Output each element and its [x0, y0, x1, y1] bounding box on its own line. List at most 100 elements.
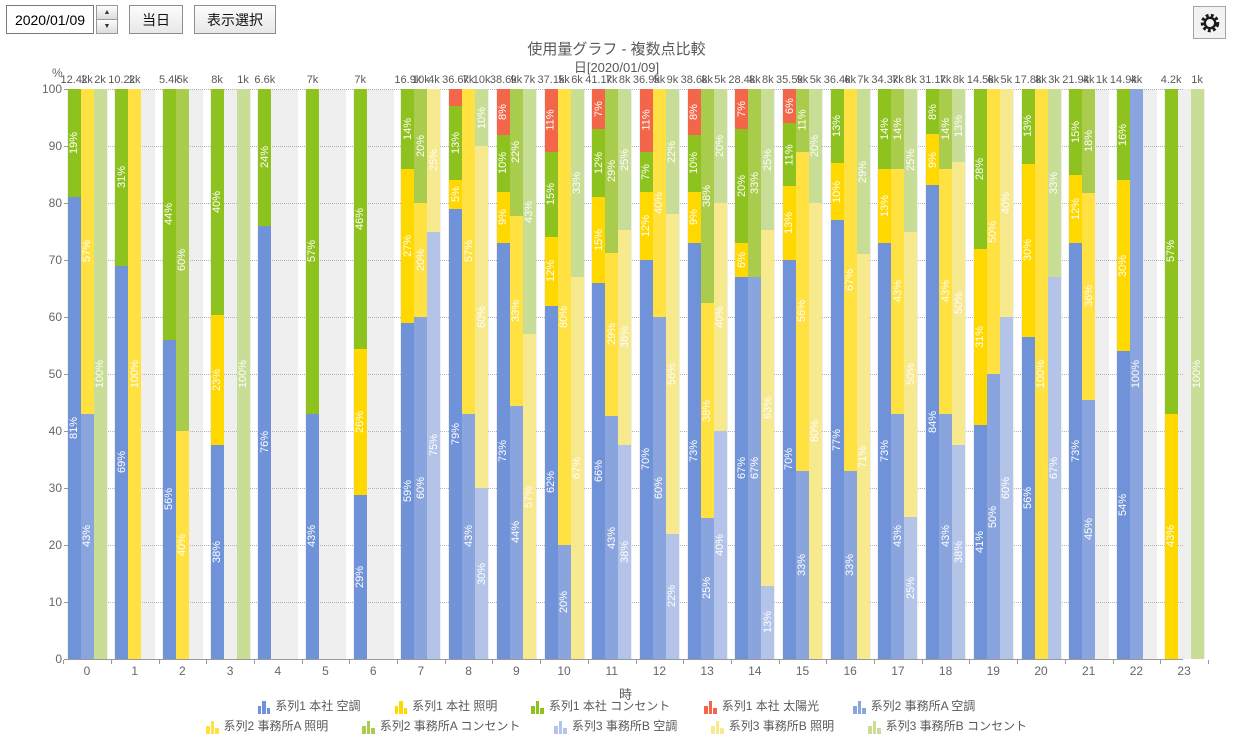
bar-segment-outlet: 40%	[210, 89, 224, 315]
y-tick-mark	[64, 659, 68, 660]
bar-segment-light: 12%	[639, 191, 653, 260]
bar-segment-outlet: 100%	[1190, 89, 1204, 659]
segment-percent-label: 14%	[939, 117, 952, 140]
stacked-bar: 40% 60%	[652, 89, 666, 659]
segment-percent-label: 67%	[735, 457, 748, 480]
stacked-bar: 8% 9% 84%	[926, 89, 940, 659]
bar-chart-icon	[711, 721, 724, 734]
stacked-bar: 57% 43%	[306, 89, 319, 659]
x-tick-label: 7	[417, 664, 425, 678]
bar-total-label: 7k	[857, 74, 869, 86]
x-tick-mark	[778, 660, 780, 664]
display-select-button[interactable]: 表示選択	[194, 5, 276, 34]
legend-item: 系列1 本社 空調	[257, 697, 361, 714]
y-tick-label: 80	[48, 196, 62, 210]
bar-segment-solar: 7%	[592, 89, 606, 129]
segment-percent-label: 20%	[558, 590, 570, 614]
stacked-bar: 13% 50% 38%	[952, 89, 966, 659]
segment-percent-label: 79%	[449, 422, 462, 445]
bar-chart-icon	[394, 701, 408, 714]
segment-percent-label: 57%	[462, 240, 475, 263]
gear-icon	[1199, 12, 1221, 34]
bar-segment-air: 38%	[952, 444, 966, 659]
segment-percent-label: 36%	[1082, 285, 1095, 308]
bar-segment-outlet: 13%	[830, 89, 844, 164]
date-spin-down-button[interactable]: ▼	[96, 20, 118, 34]
date-spin-up-button[interactable]: ▲	[96, 5, 118, 20]
stacked-bar: 11% 15% 12% 62%	[544, 89, 558, 659]
segment-percent-label: 22%	[666, 140, 679, 163]
segment-percent-label: 38%	[701, 399, 714, 422]
stacked-bar: 11% 7% 12% 70%	[639, 89, 653, 659]
bar-segment-outlet: 57%	[1164, 89, 1178, 414]
x-tick-label: 8	[465, 664, 472, 678]
segment-percent-label: 73%	[688, 439, 701, 462]
bar-segment-light: 57%	[462, 89, 476, 414]
segment-percent-label: 73%	[878, 439, 891, 462]
bar-total-label: 10.2k	[108, 74, 136, 86]
segment-percent-label: 20%	[414, 248, 427, 272]
segment-percent-label: 30%	[1022, 239, 1034, 262]
x-tick-label: 18	[938, 664, 953, 678]
y-tick-mark	[64, 602, 68, 603]
bar-segment-outlet: 14%	[401, 89, 415, 169]
bar-segment-air: 56%	[1021, 336, 1035, 659]
segment-percent-label: 25%	[904, 149, 917, 172]
bar-segment-light: 30%	[1021, 163, 1035, 337]
bar-total-label: 41.1k	[585, 74, 613, 86]
y-tick-mark	[64, 146, 68, 147]
segment-percent-label: 56%	[1022, 486, 1034, 509]
bar-segment-air: 73%	[496, 242, 510, 659]
segment-percent-label: 8%	[688, 103, 701, 120]
stacked-bar: 15% 12% 73%	[1069, 89, 1083, 659]
x-tick-label: 15	[795, 664, 810, 678]
x-tick-mark	[110, 660, 112, 664]
bar-total-label: 8k	[905, 74, 917, 86]
bar-segment-air: 67%	[748, 277, 762, 659]
bar-total-label: 6k	[571, 74, 583, 86]
segment-percent-label: 40%	[714, 533, 727, 557]
legend-item: 系列3 事務所B 照明	[711, 717, 834, 734]
bar-total-label: 3k	[1048, 74, 1060, 86]
segment-percent-label: 57%	[523, 485, 536, 508]
today-button[interactable]: 当日	[129, 5, 183, 34]
bar-segment-air: 30%	[475, 488, 489, 659]
bar-segment-outlet: 13%	[1021, 89, 1035, 164]
segment-percent-label: 71%	[857, 445, 870, 468]
bar-segment-light: 20%	[414, 203, 428, 317]
settings-button[interactable]	[1193, 6, 1226, 39]
segment-percent-label: 50%	[904, 362, 917, 386]
y-tick-mark	[64, 488, 68, 489]
bar-segment-outlet: 29%	[856, 89, 870, 255]
bar-segment-outlet: 38%	[700, 89, 714, 304]
y-tick-label: 0	[55, 652, 62, 666]
bar-segment-light: 40%	[175, 431, 189, 659]
bar-total-label: 34.3k	[871, 74, 899, 86]
bar-segment-light: 71%	[856, 254, 870, 659]
bar-chart-icon	[853, 701, 866, 714]
bar-segment-air: 60%	[414, 317, 428, 659]
bar-segment-air: 45%	[1082, 399, 1096, 659]
bar-total-label: 10k	[412, 74, 430, 86]
bar-segment-air: 66%	[592, 282, 606, 659]
bar-segment-light: 38%	[618, 230, 632, 445]
bar-segment-light: 40%	[652, 89, 666, 317]
x-tick-label: 6	[369, 664, 377, 678]
stacked-bar: 100%	[93, 89, 107, 659]
bar-segment-air: 43%	[939, 413, 953, 659]
segment-percent-label: 22%	[666, 585, 679, 608]
x-tick-label: 1	[131, 664, 139, 678]
segment-percent-label: 76%	[258, 431, 271, 454]
bar-segment-outlet: 22%	[509, 89, 523, 216]
bar-segment-light: 57%	[80, 89, 94, 414]
segment-percent-label: 15%	[1069, 120, 1082, 143]
stacked-bar: 24% 76%	[258, 89, 272, 659]
segment-percent-label: 41%	[974, 531, 987, 554]
bar-segment-light: 12%	[1069, 174, 1083, 243]
stacked-bar: 44% 56%	[162, 89, 176, 659]
segment-percent-label: 56%	[796, 300, 809, 323]
segment-percent-label: 60%	[653, 476, 666, 500]
date-input[interactable]	[6, 5, 94, 34]
stacked-bar: 14% 13% 73%	[878, 89, 892, 659]
bar-segment-air: 20%	[557, 545, 571, 659]
